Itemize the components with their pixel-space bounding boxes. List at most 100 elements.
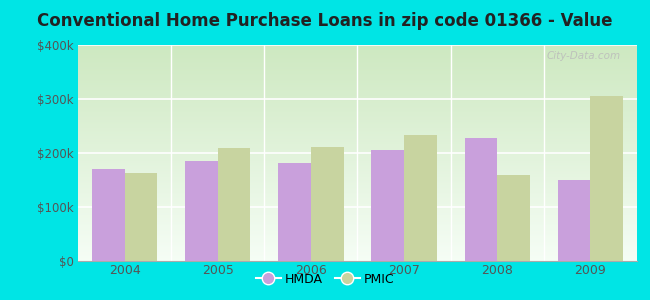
Bar xyxy=(78,224,637,225)
Bar xyxy=(78,113,637,114)
Bar xyxy=(78,83,637,84)
Bar xyxy=(78,234,637,235)
Bar xyxy=(78,198,637,200)
Bar xyxy=(78,108,637,109)
Bar xyxy=(78,61,637,62)
Bar xyxy=(78,149,637,150)
Bar xyxy=(78,259,637,260)
Bar xyxy=(78,167,637,168)
Bar xyxy=(78,45,637,46)
Bar xyxy=(78,126,637,127)
Bar xyxy=(78,210,637,211)
Bar xyxy=(78,206,637,207)
Bar xyxy=(78,233,637,234)
Bar xyxy=(78,203,637,204)
Bar xyxy=(78,169,637,170)
Bar xyxy=(78,238,637,239)
Bar xyxy=(78,200,637,202)
Bar xyxy=(78,250,637,251)
Bar xyxy=(78,125,637,126)
Bar xyxy=(78,157,637,158)
Bar xyxy=(185,161,218,261)
Bar xyxy=(78,86,637,87)
Bar xyxy=(78,88,637,89)
Bar xyxy=(78,122,637,123)
Bar xyxy=(311,146,343,261)
Bar xyxy=(78,179,637,180)
Bar xyxy=(78,165,637,166)
Bar xyxy=(78,211,637,212)
Bar xyxy=(78,260,637,261)
Bar xyxy=(125,173,157,261)
Bar xyxy=(78,256,637,257)
Bar xyxy=(78,124,637,125)
Bar xyxy=(78,119,637,121)
Bar xyxy=(78,117,637,119)
Bar xyxy=(78,223,637,224)
Bar xyxy=(78,156,637,157)
Bar xyxy=(78,185,637,187)
Legend: HMDA, PMIC: HMDA, PMIC xyxy=(251,268,399,291)
Bar xyxy=(78,217,637,218)
Bar xyxy=(78,160,637,161)
Bar xyxy=(78,153,637,154)
Bar xyxy=(78,103,637,104)
Bar xyxy=(78,158,637,160)
Bar xyxy=(78,121,637,122)
Bar xyxy=(78,242,637,243)
Bar xyxy=(78,80,637,81)
Bar xyxy=(218,148,250,261)
Bar xyxy=(78,134,637,135)
Bar xyxy=(78,101,637,102)
Bar xyxy=(78,163,637,164)
Bar xyxy=(78,231,637,232)
Bar xyxy=(78,118,637,119)
Bar xyxy=(78,191,637,192)
Bar xyxy=(78,135,637,136)
Bar xyxy=(78,220,637,221)
Bar xyxy=(78,184,637,185)
Bar xyxy=(78,106,637,108)
Bar xyxy=(78,94,637,95)
Bar xyxy=(78,110,637,111)
Bar xyxy=(497,175,530,261)
Bar xyxy=(78,56,637,57)
Text: City-Data.com: City-Data.com xyxy=(546,52,620,61)
Bar xyxy=(78,209,637,210)
Bar xyxy=(78,84,637,85)
Bar xyxy=(372,150,404,261)
Bar xyxy=(78,252,637,253)
Bar xyxy=(78,128,637,129)
Bar xyxy=(78,171,637,172)
Bar xyxy=(78,46,637,47)
Bar xyxy=(78,87,637,88)
Bar xyxy=(78,214,637,216)
Bar xyxy=(78,60,637,61)
Bar xyxy=(78,150,637,151)
Bar xyxy=(78,73,637,74)
Bar xyxy=(78,114,637,115)
Bar xyxy=(78,177,637,178)
Bar xyxy=(78,192,637,193)
Bar xyxy=(78,236,637,237)
Bar xyxy=(78,139,637,140)
Bar xyxy=(78,54,637,55)
Bar xyxy=(78,202,637,203)
Bar xyxy=(78,229,637,230)
Bar xyxy=(78,123,637,124)
Bar xyxy=(78,75,637,76)
Bar xyxy=(78,258,637,259)
Bar xyxy=(78,176,637,177)
Bar xyxy=(78,251,637,252)
Bar xyxy=(78,90,637,92)
Bar xyxy=(78,151,637,152)
Bar xyxy=(78,148,637,149)
Bar xyxy=(78,74,637,75)
Bar xyxy=(78,175,637,176)
Bar xyxy=(78,196,637,197)
Bar xyxy=(78,168,637,169)
Bar xyxy=(78,245,637,246)
Bar xyxy=(78,116,637,117)
Bar xyxy=(78,92,637,94)
Bar xyxy=(78,195,637,196)
